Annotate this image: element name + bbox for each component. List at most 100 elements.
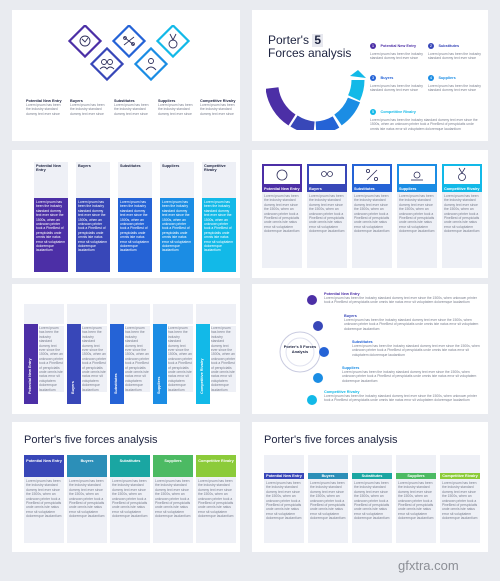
col-4: Suppliers Lorem ipsum has been the indus… [153,455,193,543]
col-1: Potential New Entry Lorem ipsum has been… [24,455,64,543]
force-label: Buyers [321,474,335,478]
ring-item-1: 1 Potential New Entry Lorem ipsum has be… [370,34,424,61]
num-badge: 4 [428,75,434,81]
slide-radial[interactable]: Porter's 5 Forces Analysis Potential New… [252,284,488,414]
force-text: Lorem ipsum has been the industry standa… [444,194,480,234]
force-label: Competitive Rivalry [380,110,416,114]
force-label: Buyers [309,187,322,191]
force-text: Lorem ipsum has been the industry standa… [82,326,107,393]
force-label: Substitutes [438,44,460,48]
force-text: Lorem ipsum has been the industry standa… [309,194,345,234]
force-label: Potential New Entry [264,187,300,191]
force-text: Lorem ipsum has been the industry standa… [266,481,302,521]
people-icon [321,171,333,177]
card-4: Suppliers Lorem ipsum has been the indus… [160,162,194,272]
force-text: Lorem ipsum has been the industry standa… [342,370,477,383]
force-label: Competitive Rivalry [204,164,226,172]
force-text: Lorem ipsum has been the industry standa… [120,200,150,253]
num-badge: 1 [370,43,376,49]
force-text: Lorem ipsum has been the industry standa… [78,200,108,253]
force-label: Suppliers [399,187,417,191]
slide-tall-cards[interactable]: Potential New Entry Lorem ipsum has been… [12,150,240,278]
force-text: Lorem ipsum has been the industry standa… [399,194,435,234]
force-text: Lorem ipsum has been the industry standa… [168,326,193,393]
force-label: Competitive Rivalry [200,358,204,394]
force-label: Substitutes [114,99,135,103]
num-badge: 2 [428,43,434,49]
force-text: Lorem ipsum has been the industry standa… [354,481,390,521]
slide2-number: 5 [312,33,323,47]
force-label: Potential New Entry [26,99,62,103]
force-label: Potential New Entry [324,292,360,296]
col-4: Suppliers Lorem ipsum has been the indus… [396,455,436,543]
force-text: Lorem ipsum has been the industry standa… [158,103,193,116]
watermark: gfxtra.com [398,558,459,573]
slide-icon-cards[interactable]: Potential New Entry Lorem ipsum has been… [252,150,488,278]
col-3: Substitutes Lorem ipsum has been the ind… [114,99,154,116]
force-label: Potential New Entry [36,164,61,172]
card-3: Substitutes Lorem ipsum has been the ind… [118,162,152,272]
force-label: Buyers [71,381,75,394]
force-label: Buyers [70,99,83,103]
force-label: Substitutes [119,459,141,463]
force-label: Competitive Rivalry [198,459,234,463]
slide-ribbon-cards[interactable]: Potential New Entry Lorem ipsum has been… [12,284,240,414]
force-text: Lorem ipsum has been the industry standa… [354,194,390,234]
slide-table-filled[interactable]: Porter's five forces analysis Potential … [12,422,240,552]
force-text: Lorem ipsum has been the industry standa… [442,481,478,521]
col-3: Substitutes Lorem ipsum has been the ind… [352,455,392,543]
force-text: Lorem ipsum has been the industry standa… [70,103,105,116]
col-5: Competitive Rivalry Lorem ipsum has been… [200,99,238,116]
force-text: Lorem ipsum has been the industry standa… [155,479,191,519]
network-icon [411,171,423,181]
force-label: Buyers [78,164,91,168]
slide2-title-a: Porter's [268,33,309,47]
force-text: Lorem ipsum has been the industry standa… [162,200,192,253]
force-label: Competitive Rivalry [200,99,236,103]
card-1: Potential New Entry Lorem ipsum has been… [24,304,64,404]
col-2: Buyers Lorem ipsum has been the industry… [308,455,348,543]
force-label: Competitive Rivalry [444,187,480,191]
radial-center-label: Porter's 5 Forces Analysis [283,344,317,354]
slide-table-strips[interactable]: Porter's five forces analysis Potential … [252,422,488,552]
force-text: Lorem ipsum has been the industry standa… [26,103,61,116]
card-2: Buyers Lorem ipsum has been the industry… [76,162,110,272]
force-text: Lorem ipsum has been the industry standa… [370,84,423,93]
force-label: Buyers [380,76,394,80]
col-1: Potential New Entry Lorem ipsum has been… [264,455,304,543]
force-text: Lorem ipsum has been the industry standa… [370,118,478,131]
card-5: Competitive Rivalry Lorem ipsum has been… [196,304,236,404]
force-text: Lorem ipsum has been the industry standa… [204,200,234,253]
card-3: Substitutes Lorem ipsum has been the ind… [110,304,150,404]
radial-item-4: Suppliers Lorem ipsum has been the indus… [342,366,484,383]
slide-ring[interactable]: Porter's 5 Forces analysis 1 Potential N… [252,10,488,141]
col-2: Buyers Lorem ipsum has been the industry… [67,455,107,543]
card-2: Buyers Lorem ipsum has been the industry… [307,164,347,268]
card-1: Potential New Entry Lorem ipsum has been… [262,164,302,268]
card-5: Competitive Rivalry Lorem ipsum has been… [202,162,236,272]
card-3: Substitutes Lorem ipsum has been the ind… [352,164,392,268]
force-text: Lorem ipsum has been the industry standa… [310,481,346,521]
col-5: Competitive Rivalry Lorem ipsum has been… [440,455,480,543]
force-label: Suppliers [157,376,161,394]
force-label: Substitutes [354,187,375,191]
force-label: Competitive Rivalry [442,474,478,478]
force-label: Substitutes [120,164,141,168]
force-label: Suppliers [438,76,456,80]
force-label: Substitutes [352,340,373,344]
force-label: Potential New Entry [380,44,417,48]
ring-item-2: 2 Substitutes Lorem ipsum has been the i… [428,34,482,61]
ring-item-3: 3 Buyers Lorem ipsum has been the indust… [370,66,424,93]
force-label: Suppliers [407,474,425,478]
diamond-icons-graphic [67,25,191,82]
slide-diamonds[interactable]: Potential New Entry Lorem ipsum has been… [12,10,240,141]
card-5: Competitive Rivalry Lorem ipsum has been… [442,164,482,268]
card-2: Buyers Lorem ipsum has been the industry… [67,304,107,404]
ring-item-4: 4 Suppliers Lorem ipsum has been the ind… [428,66,482,93]
force-label: Suppliers [158,99,176,103]
force-text: Lorem ipsum has been the industry standa… [114,103,149,116]
radial-item-1: Potential New Entry Lorem ipsum has been… [324,292,484,305]
force-label: Potential New Entry [26,459,62,463]
force-text: Lorem ipsum has been the industry standa… [200,103,235,116]
percent-icon [365,169,378,181]
